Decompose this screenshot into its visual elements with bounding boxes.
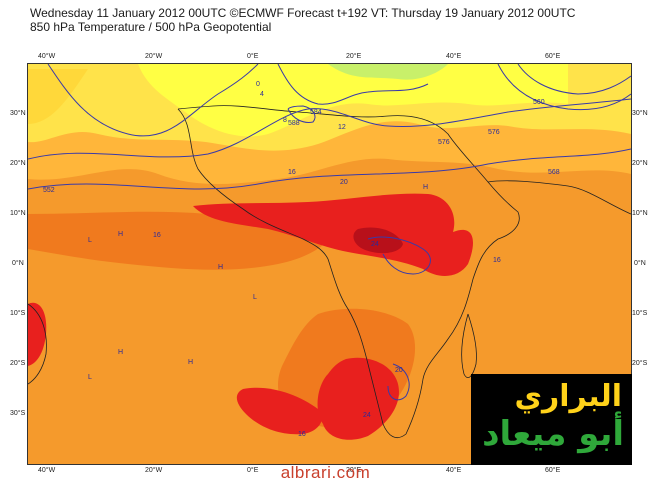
- contour-label: 584: [310, 109, 322, 116]
- low-mark: L: [88, 374, 92, 381]
- lat-label: 10°S: [10, 310, 26, 317]
- lat-label: 30°N: [632, 110, 648, 117]
- red-zone-south: [317, 357, 399, 440]
- bright-yellow-band: [138, 64, 568, 137]
- dark-red-core: [353, 227, 403, 254]
- lat-label: 10°S: [632, 310, 648, 317]
- geopotential-contours: [28, 64, 631, 401]
- logo-line-1: البراري: [514, 379, 622, 414]
- contour-label: 16: [153, 232, 161, 239]
- south-america-coastline: [28, 303, 47, 385]
- pressure-marks: H L H H L H L H: [88, 184, 428, 381]
- lat-label: 0°N: [634, 260, 646, 267]
- contour-label: 16: [288, 169, 296, 176]
- red-zone-north: [193, 193, 473, 276]
- africa-coastline: [177, 105, 520, 438]
- lon-label: 0°E: [247, 53, 259, 60]
- contour-label: 16: [493, 257, 501, 264]
- lon-label: 40°W: [38, 467, 56, 474]
- yellow-west-patch: [28, 69, 88, 124]
- low-mark: L: [253, 294, 257, 301]
- site-logo: البراري أبو ميعاد: [471, 374, 632, 465]
- arabia-coastline: [487, 180, 631, 215]
- lon-label: 40°E: [446, 53, 462, 60]
- contour-label: 588: [288, 120, 300, 127]
- contour-labels: 588 584 576 568 560 552 576 16 12 16 20 …: [43, 81, 560, 438]
- lat-label: 20°S: [10, 360, 26, 367]
- contour-label: 20: [340, 179, 348, 186]
- lat-label: 30°S: [10, 410, 26, 417]
- red-zone-southwest: [236, 387, 323, 435]
- lon-label: 60°E: [545, 53, 561, 60]
- contour-label: 20: [395, 367, 403, 374]
- contour-label: 24: [363, 412, 371, 419]
- madagascar-coastline: [461, 313, 477, 378]
- lon-label: 40°W: [38, 53, 56, 60]
- lat-label: 10°N: [10, 210, 26, 217]
- forecast-map: 588 584 576 568 560 552 576 16 12 16 20 …: [27, 63, 632, 465]
- high-mark: H: [118, 349, 123, 356]
- high-mark: H: [118, 231, 123, 238]
- contour-label: 560: [533, 99, 545, 106]
- map-canvas: 588 584 576 568 560 552 576 16 12 16 20 …: [28, 64, 631, 464]
- contour-label: 4: [260, 91, 264, 98]
- forecast-title: Wednesday 11 January 2012 00UTC ©ECMWF F…: [30, 6, 576, 20]
- logo-line-2: أبو ميعاد: [482, 414, 624, 454]
- contour-label: 24: [371, 241, 379, 248]
- lat-label: 20°N: [632, 160, 648, 167]
- map-header: Wednesday 11 January 2012 00UTC ©ECMWF F…: [30, 6, 575, 34]
- lat-label: 30°N: [10, 110, 26, 117]
- lat-label: 0°N: [12, 260, 24, 267]
- low-mark: L: [88, 237, 92, 244]
- contour-label: 8: [283, 117, 287, 124]
- lon-label: 60°E: [545, 467, 561, 474]
- lat-label: 20°S: [632, 360, 648, 367]
- contour-label: 576: [488, 129, 500, 136]
- high-mark: H: [218, 264, 223, 271]
- lon-label: 20°W: [145, 467, 163, 474]
- lat-label: 10°N: [632, 210, 648, 217]
- site-footer[interactable]: albrari.com: [280, 463, 371, 482]
- lon-label: 20°E: [346, 467, 362, 474]
- lon-label: 20°W: [145, 53, 163, 60]
- contour-label: 552: [43, 187, 55, 194]
- red-zone-west-edge: [28, 302, 47, 366]
- high-mark: H: [188, 359, 193, 366]
- lon-label: 40°E: [446, 467, 462, 474]
- contour-label: 12: [338, 124, 346, 131]
- field-subtitle: 850 hPa Temperature / 500 hPa Geopotenti…: [30, 20, 272, 34]
- lon-label: 20°E: [346, 53, 362, 60]
- high-mark: H: [423, 184, 428, 191]
- contour-label: 568: [548, 169, 560, 176]
- contour-label: 16: [298, 431, 306, 438]
- contour-label: 0: [256, 81, 260, 88]
- lon-label: 0°E: [247, 467, 259, 474]
- contour-label: 576: [438, 139, 450, 146]
- cool-green-patch: [328, 64, 448, 80]
- lat-label: 20°N: [10, 160, 26, 167]
